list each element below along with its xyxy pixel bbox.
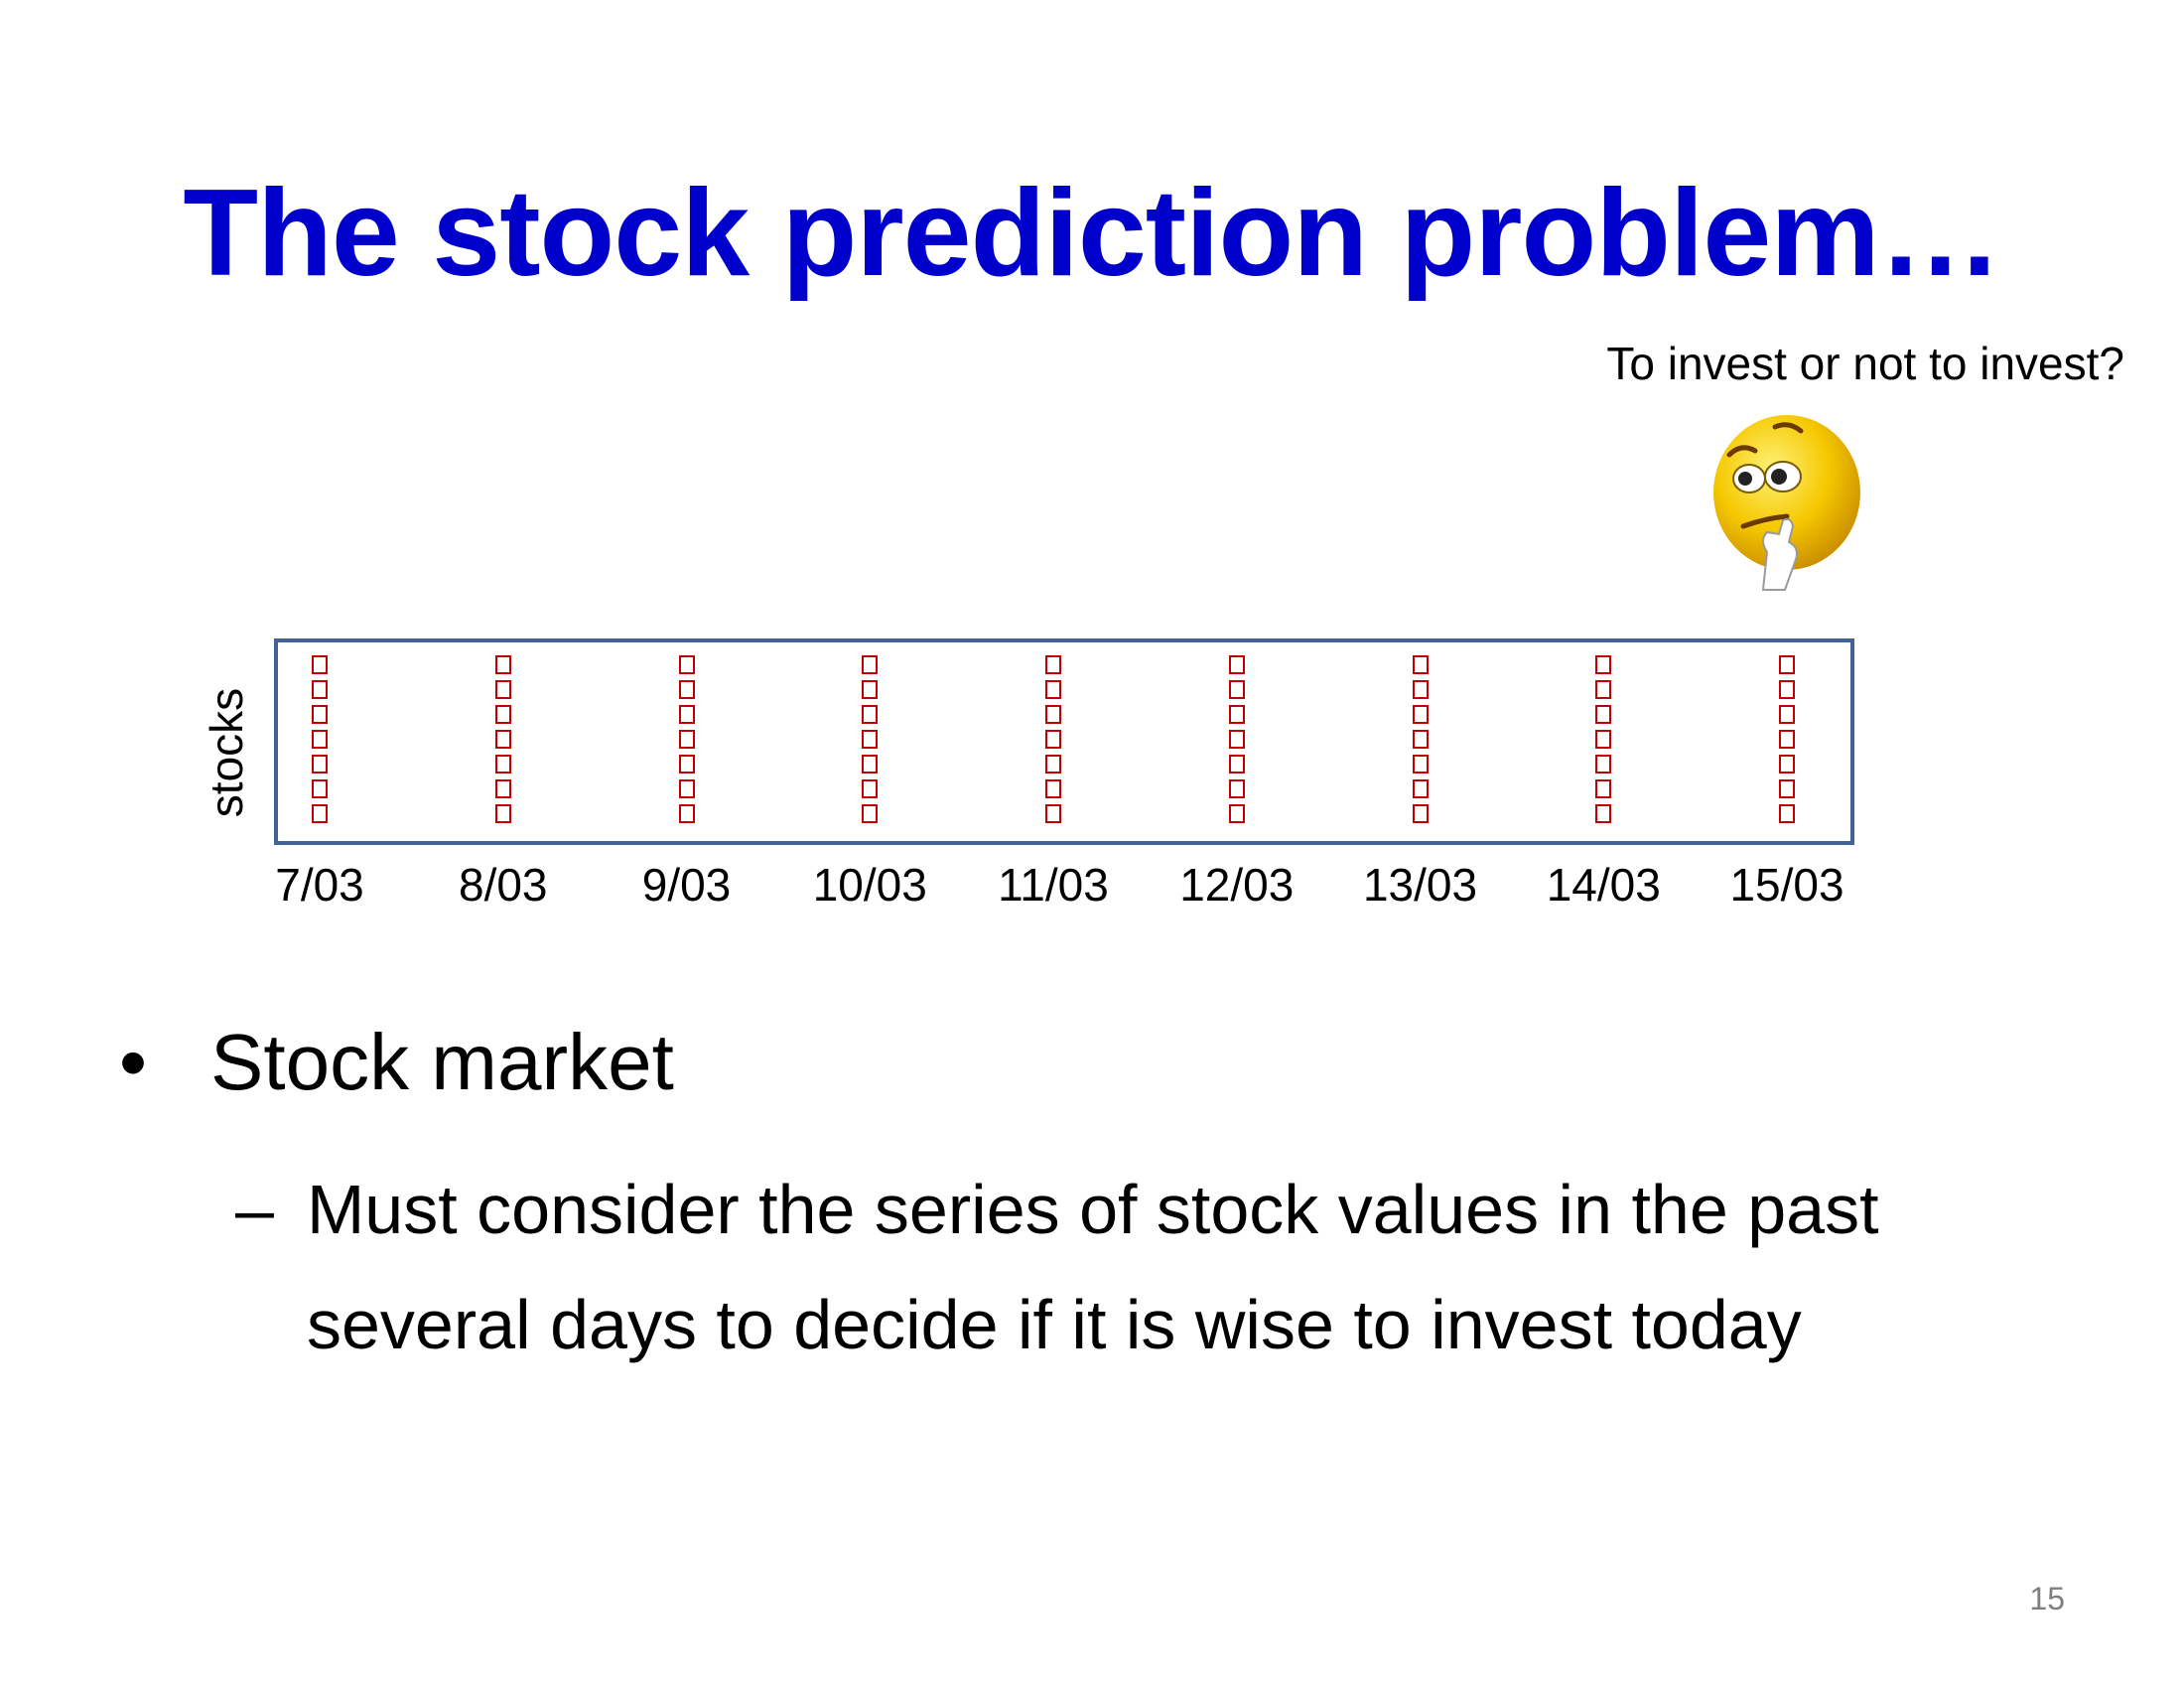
stock-cell xyxy=(1779,655,1795,674)
bullet-dot: • xyxy=(119,1018,148,1106)
stock-cell xyxy=(312,779,328,798)
stock-cell xyxy=(678,730,695,749)
stock-cell xyxy=(1595,755,1612,774)
stock-cell xyxy=(1412,680,1429,699)
face xyxy=(1713,415,1860,570)
stock-cell xyxy=(862,705,879,724)
axis-label-text: stocks xyxy=(201,687,252,818)
page-number: 15 xyxy=(2029,1581,2065,1617)
day-column xyxy=(1595,655,1615,834)
stock-cell xyxy=(1595,779,1612,798)
stock-cell xyxy=(1228,680,1245,699)
stock-cell xyxy=(678,804,695,823)
stock-cell xyxy=(1228,779,1245,798)
stock-cell xyxy=(678,680,695,699)
stock-cell xyxy=(862,779,879,798)
stock-cell xyxy=(678,779,695,798)
day-column xyxy=(312,655,332,834)
day-column xyxy=(494,655,515,834)
stock-cell xyxy=(1595,804,1612,823)
stock-cell xyxy=(494,730,511,749)
stock-cell xyxy=(1779,680,1795,699)
stock-cell xyxy=(312,730,328,749)
stock-cell xyxy=(862,804,879,823)
date-label: 10/03 xyxy=(812,859,927,911)
stock-cell xyxy=(1412,730,1429,749)
stock-cell xyxy=(1779,755,1795,774)
stock-cell xyxy=(494,680,511,699)
date-label: 9/03 xyxy=(641,859,732,911)
bullet-2-line-2: several days to decide if it is wise to … xyxy=(307,1286,1802,1363)
slide-title: The stock prediction problem… xyxy=(183,165,2001,302)
stock-cell xyxy=(1412,755,1429,774)
stock-cell xyxy=(1779,730,1795,749)
stock-cell xyxy=(1412,655,1429,674)
stock-cell xyxy=(862,755,879,774)
stock-cell xyxy=(1595,680,1612,699)
stock-cell xyxy=(1595,730,1612,749)
stock-cell xyxy=(1779,804,1795,823)
stock-cell xyxy=(1045,730,1061,749)
stock-cell xyxy=(678,705,695,724)
stock-cell xyxy=(1045,779,1061,798)
stock-cell xyxy=(1595,655,1612,674)
day-column xyxy=(862,655,882,834)
stock-cell xyxy=(312,680,328,699)
stock-cell xyxy=(678,755,695,774)
stock-cell xyxy=(312,655,328,674)
day-column xyxy=(1412,655,1433,834)
stock-cell xyxy=(1228,755,1245,774)
stock-cell xyxy=(862,730,879,749)
stock-cell xyxy=(494,804,511,823)
stock-cell xyxy=(494,655,511,674)
stock-cell xyxy=(1045,655,1061,674)
date-label: 14/03 xyxy=(1546,859,1661,911)
stock-cell xyxy=(1045,705,1061,724)
stock-cell xyxy=(1779,705,1795,724)
hand xyxy=(1761,517,1798,591)
stock-cell xyxy=(1228,705,1245,724)
date-label: 11/03 xyxy=(998,859,1109,911)
stock-cell xyxy=(1228,730,1245,749)
stock-cell xyxy=(1228,655,1245,674)
date-label: 7/03 xyxy=(275,859,364,911)
stock-cell xyxy=(1045,804,1061,823)
question-caption: To invest or not to invest? xyxy=(1606,338,2124,389)
stock-cell xyxy=(494,755,511,774)
stock-cell xyxy=(312,705,328,724)
thinking-face-icon xyxy=(1709,413,1864,594)
date-label: 13/03 xyxy=(1362,859,1478,911)
stock-cell xyxy=(312,755,328,774)
stock-cell xyxy=(1045,680,1061,699)
stock-cell xyxy=(678,655,695,674)
day-column xyxy=(1228,655,1249,834)
date-label: 8/03 xyxy=(458,859,548,911)
day-column xyxy=(1779,655,1799,834)
stock-cell xyxy=(1412,804,1429,823)
stock-cell xyxy=(1412,779,1429,798)
stock-cell xyxy=(494,705,511,724)
stock-cell xyxy=(1412,705,1429,724)
bullet-2-text: Must consider the series of stock values… xyxy=(307,1152,1994,1382)
day-column xyxy=(678,655,699,834)
stock-cell xyxy=(312,804,328,823)
stock-cell xyxy=(494,779,511,798)
date-label: 12/03 xyxy=(1179,859,1295,911)
bullet-2-line-1: Must consider the series of stock values… xyxy=(307,1171,1879,1248)
stock-cell xyxy=(1779,779,1795,798)
stock-cell xyxy=(862,655,879,674)
stock-cell xyxy=(862,680,879,699)
stock-cell xyxy=(1045,755,1061,774)
bullet-1-text: Stock market xyxy=(210,1018,674,1106)
stock-cell xyxy=(1228,804,1245,823)
thinking-face-svg xyxy=(1713,415,1860,591)
bullet-dash: – xyxy=(235,1171,274,1248)
date-label: 15/03 xyxy=(1729,859,1844,911)
day-column xyxy=(1045,655,1065,834)
stock-series-frame xyxy=(274,638,1854,845)
stock-cell xyxy=(1595,705,1612,724)
